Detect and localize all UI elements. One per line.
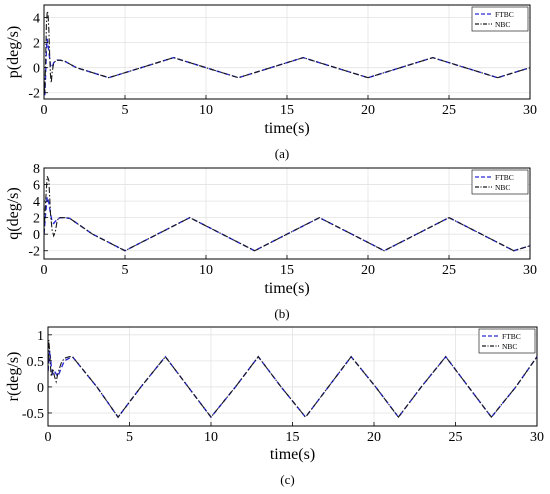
y-tick-label: 0.5 <box>27 355 45 370</box>
x-tick-label: 25 <box>442 263 456 278</box>
x-tick-label: 30 <box>530 430 544 445</box>
y-tick-label: 2 <box>33 37 40 52</box>
chart-panel-c: 0 5 10 15 20 25 30-0.500.51r(deg/s)time(s)(c)F… <box>5 326 544 487</box>
x-tick-label: 20 <box>361 103 375 118</box>
y-tick-label: 6 <box>33 179 40 194</box>
y-tick-label: 2 <box>33 212 40 227</box>
panel-caption: (c) <box>280 472 294 487</box>
legend-label-nbc: NBC <box>495 20 510 29</box>
x-tick-label: 15 <box>286 430 300 445</box>
x-tick-label: 10 <box>199 263 213 278</box>
y-tick-label: 0 <box>37 381 44 396</box>
y-axis-label: p(deg/s) <box>5 26 22 78</box>
x-axis-label: time(s) <box>264 280 309 297</box>
legend-box <box>471 169 529 195</box>
series-line-nbc <box>48 339 537 419</box>
x-tick-label: 0 <box>41 103 48 118</box>
x-tick-label: 10 <box>204 430 218 445</box>
legend-label-nbc: NBC <box>502 342 517 351</box>
y-axis-label: q(deg/s) <box>5 187 22 239</box>
x-tick-label: 20 <box>367 430 381 445</box>
x-tick-label: 0 <box>45 430 52 445</box>
x-tick-label: 5 <box>122 103 129 118</box>
x-axis-label: time(s) <box>264 120 309 137</box>
legend-label-nbc: NBC <box>495 183 510 192</box>
x-tick-label: 0 <box>41 263 48 278</box>
x-tick-label: 5 <box>126 430 133 445</box>
x-tick-label: 10 <box>199 103 213 118</box>
chart-panel-a: 0 5 10 15 20 25 30-2024p(deg/s)time(s)(a)FTBCN… <box>5 4 537 161</box>
series-line-nbc <box>44 11 530 93</box>
x-tick-label: 25 <box>442 103 456 118</box>
y-axis-label: r(deg/s) <box>5 352 22 402</box>
panel-caption: (b) <box>274 306 289 321</box>
y-tick-label: -2 <box>28 87 40 102</box>
legend-box <box>478 328 536 354</box>
x-tick-label: 15 <box>280 103 294 118</box>
y-tick-label: 1 <box>37 329 44 344</box>
y-tick-label: 4 <box>33 12 40 27</box>
chart-panel-b: 0 5 10 15 20 25 30-202468q(deg/s)time(s)(b)FTB… <box>5 162 537 321</box>
y-tick-label: 0 <box>33 62 40 77</box>
y-tick-label: 8 <box>33 162 40 177</box>
legend-label-ftbc: FTBC <box>502 332 521 341</box>
panel-caption: (a) <box>275 146 289 161</box>
x-tick-label: 30 <box>523 263 537 278</box>
legend-label-ftbc: FTBC <box>495 10 514 19</box>
y-tick-label: 0 <box>33 228 40 243</box>
series-line-nbc <box>44 176 530 252</box>
y-tick-label: -2 <box>28 245 40 260</box>
x-axis-label: time(s) <box>270 446 315 463</box>
legend-label-ftbc: FTBC <box>495 173 514 182</box>
x-tick-label: 30 <box>523 103 537 118</box>
y-tick-label: 4 <box>33 195 40 210</box>
x-tick-label: 15 <box>280 263 294 278</box>
y-tick-label: -0.5 <box>22 407 44 422</box>
x-tick-label: 25 <box>449 430 463 445</box>
x-tick-label: 5 <box>122 263 129 278</box>
x-tick-label: 20 <box>361 263 375 278</box>
legend-box <box>471 6 529 32</box>
